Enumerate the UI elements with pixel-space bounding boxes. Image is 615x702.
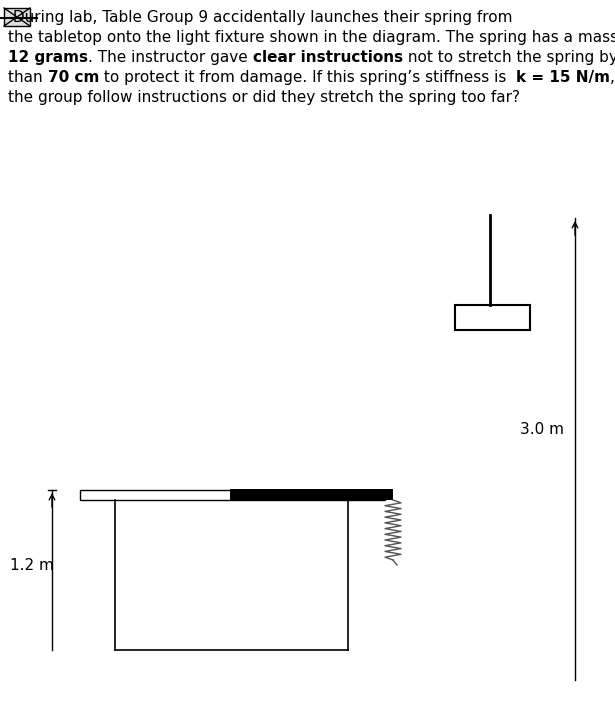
Text: the tabletop onto the light fixture shown in the diagram. The spring has a mass : the tabletop onto the light fixture show…: [8, 30, 615, 45]
Text: to protect it from damage. If this spring’s stiffness is: to protect it from damage. If this sprin…: [99, 70, 516, 85]
Text: not to stretch the spring by more: not to stretch the spring by more: [403, 50, 615, 65]
Text: clear instructions: clear instructions: [253, 50, 403, 65]
Text: . The instructor gave: . The instructor gave: [88, 50, 253, 65]
Text: the group follow instructions or did they stretch the spring too far?: the group follow instructions or did the…: [8, 90, 520, 105]
Text: k = 15 N/m: k = 15 N/m: [516, 70, 610, 85]
Bar: [80, 490, 385, 500]
Text: 12 grams: 12 grams: [8, 50, 88, 65]
Text: than: than: [8, 70, 47, 85]
Text: 70 cm: 70 cm: [47, 70, 99, 85]
Text: , did: , did: [610, 70, 615, 85]
FancyBboxPatch shape: [4, 8, 30, 26]
Bar: [455, 305, 530, 330]
Text: 3.0 m: 3.0 m: [520, 423, 564, 437]
Text: 1.2 m: 1.2 m: [10, 557, 54, 573]
Bar: [230, 489, 393, 500]
Text: During lab, Table Group 9 accidentally launches their spring from: During lab, Table Group 9 accidentally l…: [8, 10, 512, 25]
